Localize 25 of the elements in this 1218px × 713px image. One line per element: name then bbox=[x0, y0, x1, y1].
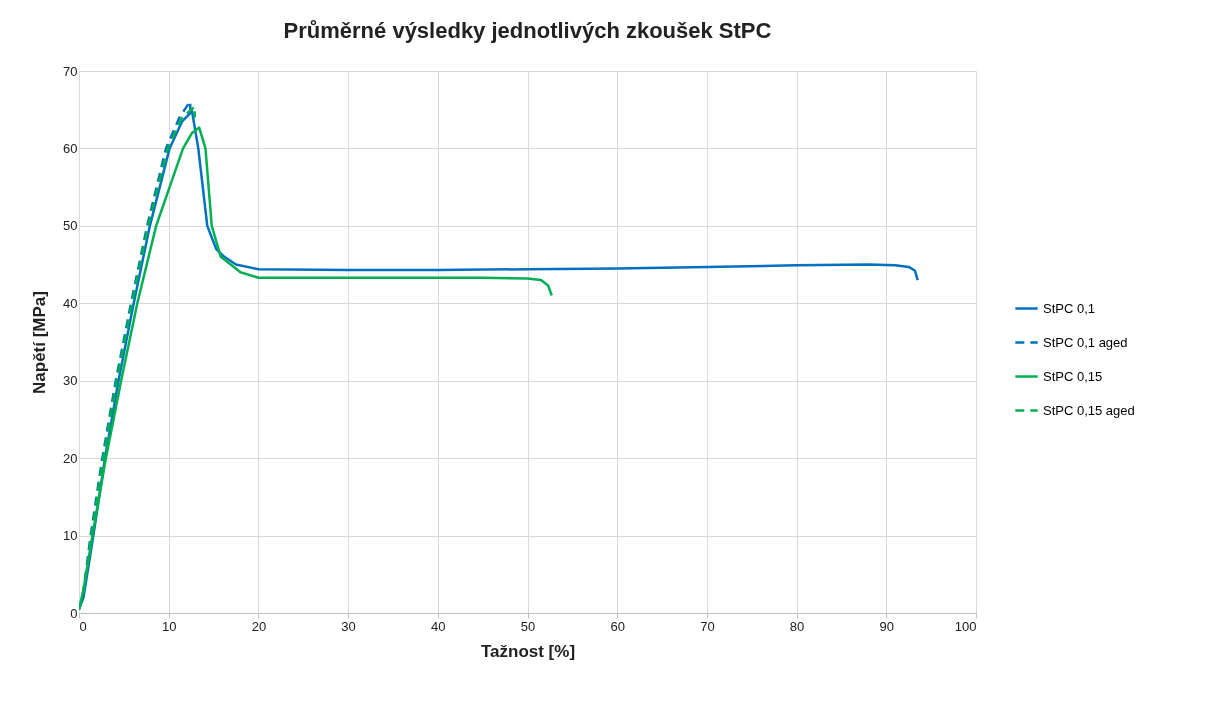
legend-label: StPC 0,1 aged bbox=[1043, 334, 1128, 350]
x-tick-label: 60 bbox=[610, 618, 625, 634]
x-tick-label: 50 bbox=[520, 618, 536, 634]
y-tick-label: 20 bbox=[63, 450, 78, 466]
x-tick-label: 100 bbox=[954, 618, 977, 634]
x-tick-label: 40 bbox=[431, 618, 446, 634]
x-tick-label: 10 bbox=[161, 618, 177, 634]
y-tick-label: 0 bbox=[70, 605, 78, 621]
y-axis-title: Napětí [MPa] bbox=[30, 291, 50, 394]
x-tick-label: 70 bbox=[700, 618, 715, 634]
legend-label: StPC 0,15 bbox=[1043, 368, 1103, 384]
x-tick-label: 20 bbox=[251, 618, 267, 634]
y-tick-label: 30 bbox=[63, 373, 78, 389]
y-tick-label: 60 bbox=[63, 140, 78, 156]
y-tick-label: 50 bbox=[63, 218, 78, 234]
x-tick-label: 30 bbox=[341, 618, 356, 634]
x-axis-title: Tažnost [%] bbox=[480, 641, 576, 661]
legend-label: StPC 0,1 bbox=[1043, 300, 1096, 316]
y-tick-label: 10 bbox=[63, 528, 78, 544]
y-tick-label: 70 bbox=[63, 63, 78, 79]
x-tick-label: 80 bbox=[789, 618, 805, 634]
x-tick-label: 90 bbox=[879, 618, 895, 634]
y-tick-label: 40 bbox=[63, 295, 78, 311]
legend-label: StPC 0,15 aged bbox=[1043, 402, 1135, 418]
chart-title: Průměrné výsledky jednotlivých zkoušek StPC bbox=[283, 18, 772, 43]
